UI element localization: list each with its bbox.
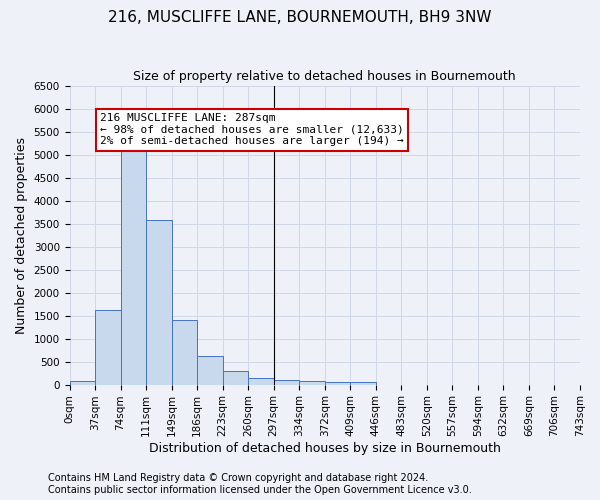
Text: 216 MUSCLIFFE LANE: 287sqm
← 98% of detached houses are smaller (12,633)
2% of s: 216 MUSCLIFFE LANE: 287sqm ← 98% of deta… (100, 113, 404, 146)
Text: Contains HM Land Registry data © Crown copyright and database right 2024.
Contai: Contains HM Land Registry data © Crown c… (48, 474, 472, 495)
Bar (146, 220, 172, 384)
Bar (274, 380, 299, 384)
Bar (223, 372, 248, 384)
Bar (325, 382, 350, 384)
Bar (172, 320, 197, 384)
Y-axis label: Number of detached properties: Number of detached properties (15, 136, 28, 334)
Bar (197, 356, 223, 384)
Bar (121, 151, 146, 384)
Bar (70, 381, 95, 384)
X-axis label: Distribution of detached houses by size in Bournemouth: Distribution of detached houses by size … (149, 442, 501, 455)
Bar (95, 310, 121, 384)
Bar (248, 378, 274, 384)
Text: 216, MUSCLIFFE LANE, BOURNEMOUTH, BH9 3NW: 216, MUSCLIFFE LANE, BOURNEMOUTH, BH9 3N… (108, 10, 492, 25)
Bar (299, 381, 325, 384)
Title: Size of property relative to detached houses in Bournemouth: Size of property relative to detached ho… (133, 70, 516, 83)
Bar (350, 382, 376, 384)
